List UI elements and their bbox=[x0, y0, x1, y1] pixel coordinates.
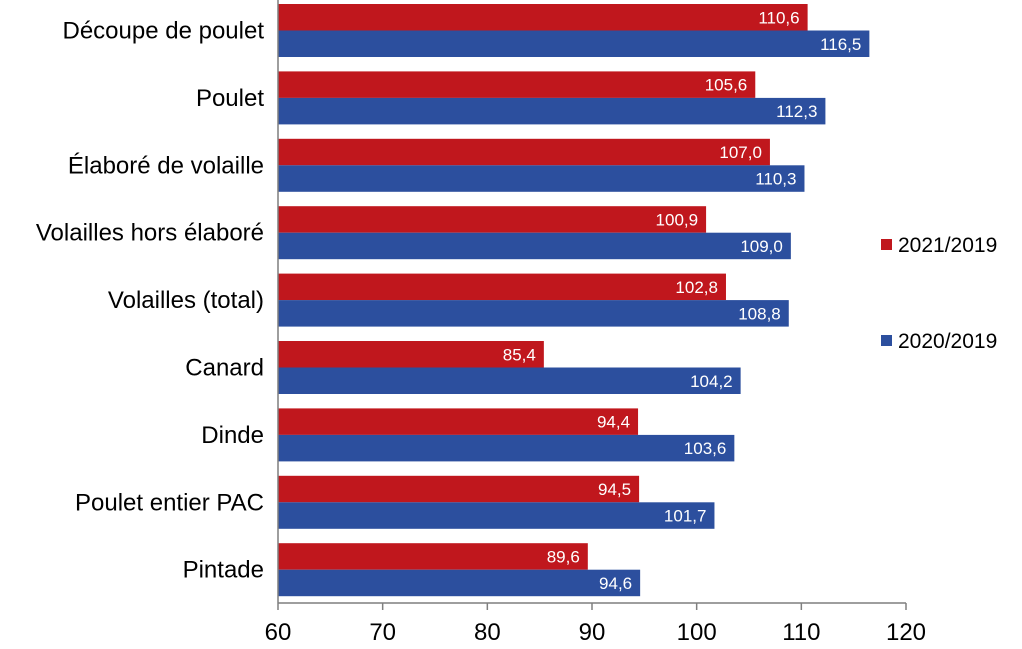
category-label-0: Découpe de poulet bbox=[63, 18, 265, 45]
bar-2021-2019-1 bbox=[278, 71, 756, 98]
bar-2020-2019-7 bbox=[278, 502, 715, 529]
bar-2021-2019-5 bbox=[278, 341, 544, 368]
bar-2021-2019-0 bbox=[278, 4, 808, 31]
data-label-2020-2019-4: 108,8 bbox=[738, 304, 781, 323]
x-tick-label-2: 80 bbox=[474, 619, 501, 646]
legend: 2021/2019 2020/2019 bbox=[881, 234, 997, 353]
data-label-2020-2019-5: 104,2 bbox=[690, 372, 733, 391]
data-label-2021-2019-5: 85,4 bbox=[503, 345, 536, 364]
legend-label-2021-2019: 2021/2019 bbox=[898, 234, 997, 257]
bar-2021-2019-7 bbox=[278, 475, 640, 503]
category-label-7: Poulet entier PAC bbox=[75, 489, 264, 516]
category-label-3: Volailles hors élaboré bbox=[36, 220, 264, 247]
bar-2021-2019-8 bbox=[278, 543, 588, 570]
data-label-2021-2019-1: 105,6 bbox=[705, 76, 748, 95]
bar-2020-2019-5 bbox=[278, 367, 741, 394]
axes-group bbox=[277, 0, 907, 610]
category-label-8: Pintade bbox=[183, 557, 264, 584]
bar-2020-2019-6 bbox=[278, 434, 735, 462]
legend-swatch-2020-2019 bbox=[881, 335, 892, 346]
category-labels-group: Découpe de poulet Poulet Élaboré de volail… bbox=[36, 18, 264, 584]
bar-2021-2019-3 bbox=[278, 206, 707, 233]
bar-2020-2019-8 bbox=[278, 569, 641, 597]
data-label-2020-2019-0: 116,5 bbox=[820, 35, 861, 54]
data-labels-group: 110,6 116,5 105,6 112,3 107,0 110,3 100,9 109,0… bbox=[503, 8, 862, 593]
data-label-2020-2019-6: 103,6 bbox=[684, 439, 727, 458]
bar-2020-2019-2 bbox=[278, 165, 805, 192]
category-label-5: Canard bbox=[185, 355, 264, 382]
bar-2020-2019-0 bbox=[278, 30, 870, 57]
category-label-1: Poulet bbox=[196, 85, 264, 112]
data-label-2021-2019-3: 100,9 bbox=[656, 210, 699, 229]
data-label-2020-2019-8: 94,6 bbox=[599, 574, 632, 593]
bar-2020-2019-4 bbox=[278, 300, 789, 327]
x-tick-label-6: 120 bbox=[886, 619, 926, 646]
bar-2021-2019-4 bbox=[278, 273, 726, 301]
tick-labels-group: 60 70 80 90 100 110 120 bbox=[265, 619, 926, 646]
data-label-2020-2019-2: 110,3 bbox=[755, 170, 796, 189]
data-label-2021-2019-7: 94,5 bbox=[598, 480, 631, 499]
x-tick-label-4: 100 bbox=[677, 619, 717, 646]
x-tick-label-1: 70 bbox=[369, 619, 396, 646]
legend-swatch-2021-2019 bbox=[881, 239, 892, 250]
data-label-2020-2019-1: 112,3 bbox=[776, 102, 817, 121]
x-tick-label-0: 60 bbox=[265, 619, 292, 646]
category-label-6: Dinde bbox=[201, 422, 264, 449]
data-label-2020-2019-7: 101,7 bbox=[664, 507, 707, 526]
x-tick-label-5: 110 bbox=[782, 619, 820, 646]
bar-2020-2019-1 bbox=[278, 97, 826, 125]
data-label-2021-2019-6: 94,4 bbox=[597, 413, 630, 432]
data-label-2021-2019-2: 107,0 bbox=[719, 143, 762, 162]
bar-2021-2019-2 bbox=[278, 138, 770, 166]
bar-2021-2019-6 bbox=[278, 408, 639, 435]
category-label-4: Volailles (total) bbox=[108, 287, 264, 314]
data-label-2021-2019-0: 110,6 bbox=[758, 8, 799, 27]
data-label-2021-2019-4: 102,8 bbox=[675, 278, 718, 297]
data-label-2020-2019-3: 109,0 bbox=[740, 237, 783, 256]
bars-group bbox=[278, 4, 870, 597]
category-label-2: Élaboré de volaille bbox=[68, 152, 264, 179]
legend-label-2020-2019: 2020/2019 bbox=[898, 330, 997, 353]
x-tick-label-3: 90 bbox=[579, 619, 606, 646]
data-label-2021-2019-8: 89,6 bbox=[547, 547, 580, 566]
bar-2020-2019-3 bbox=[278, 232, 791, 260]
